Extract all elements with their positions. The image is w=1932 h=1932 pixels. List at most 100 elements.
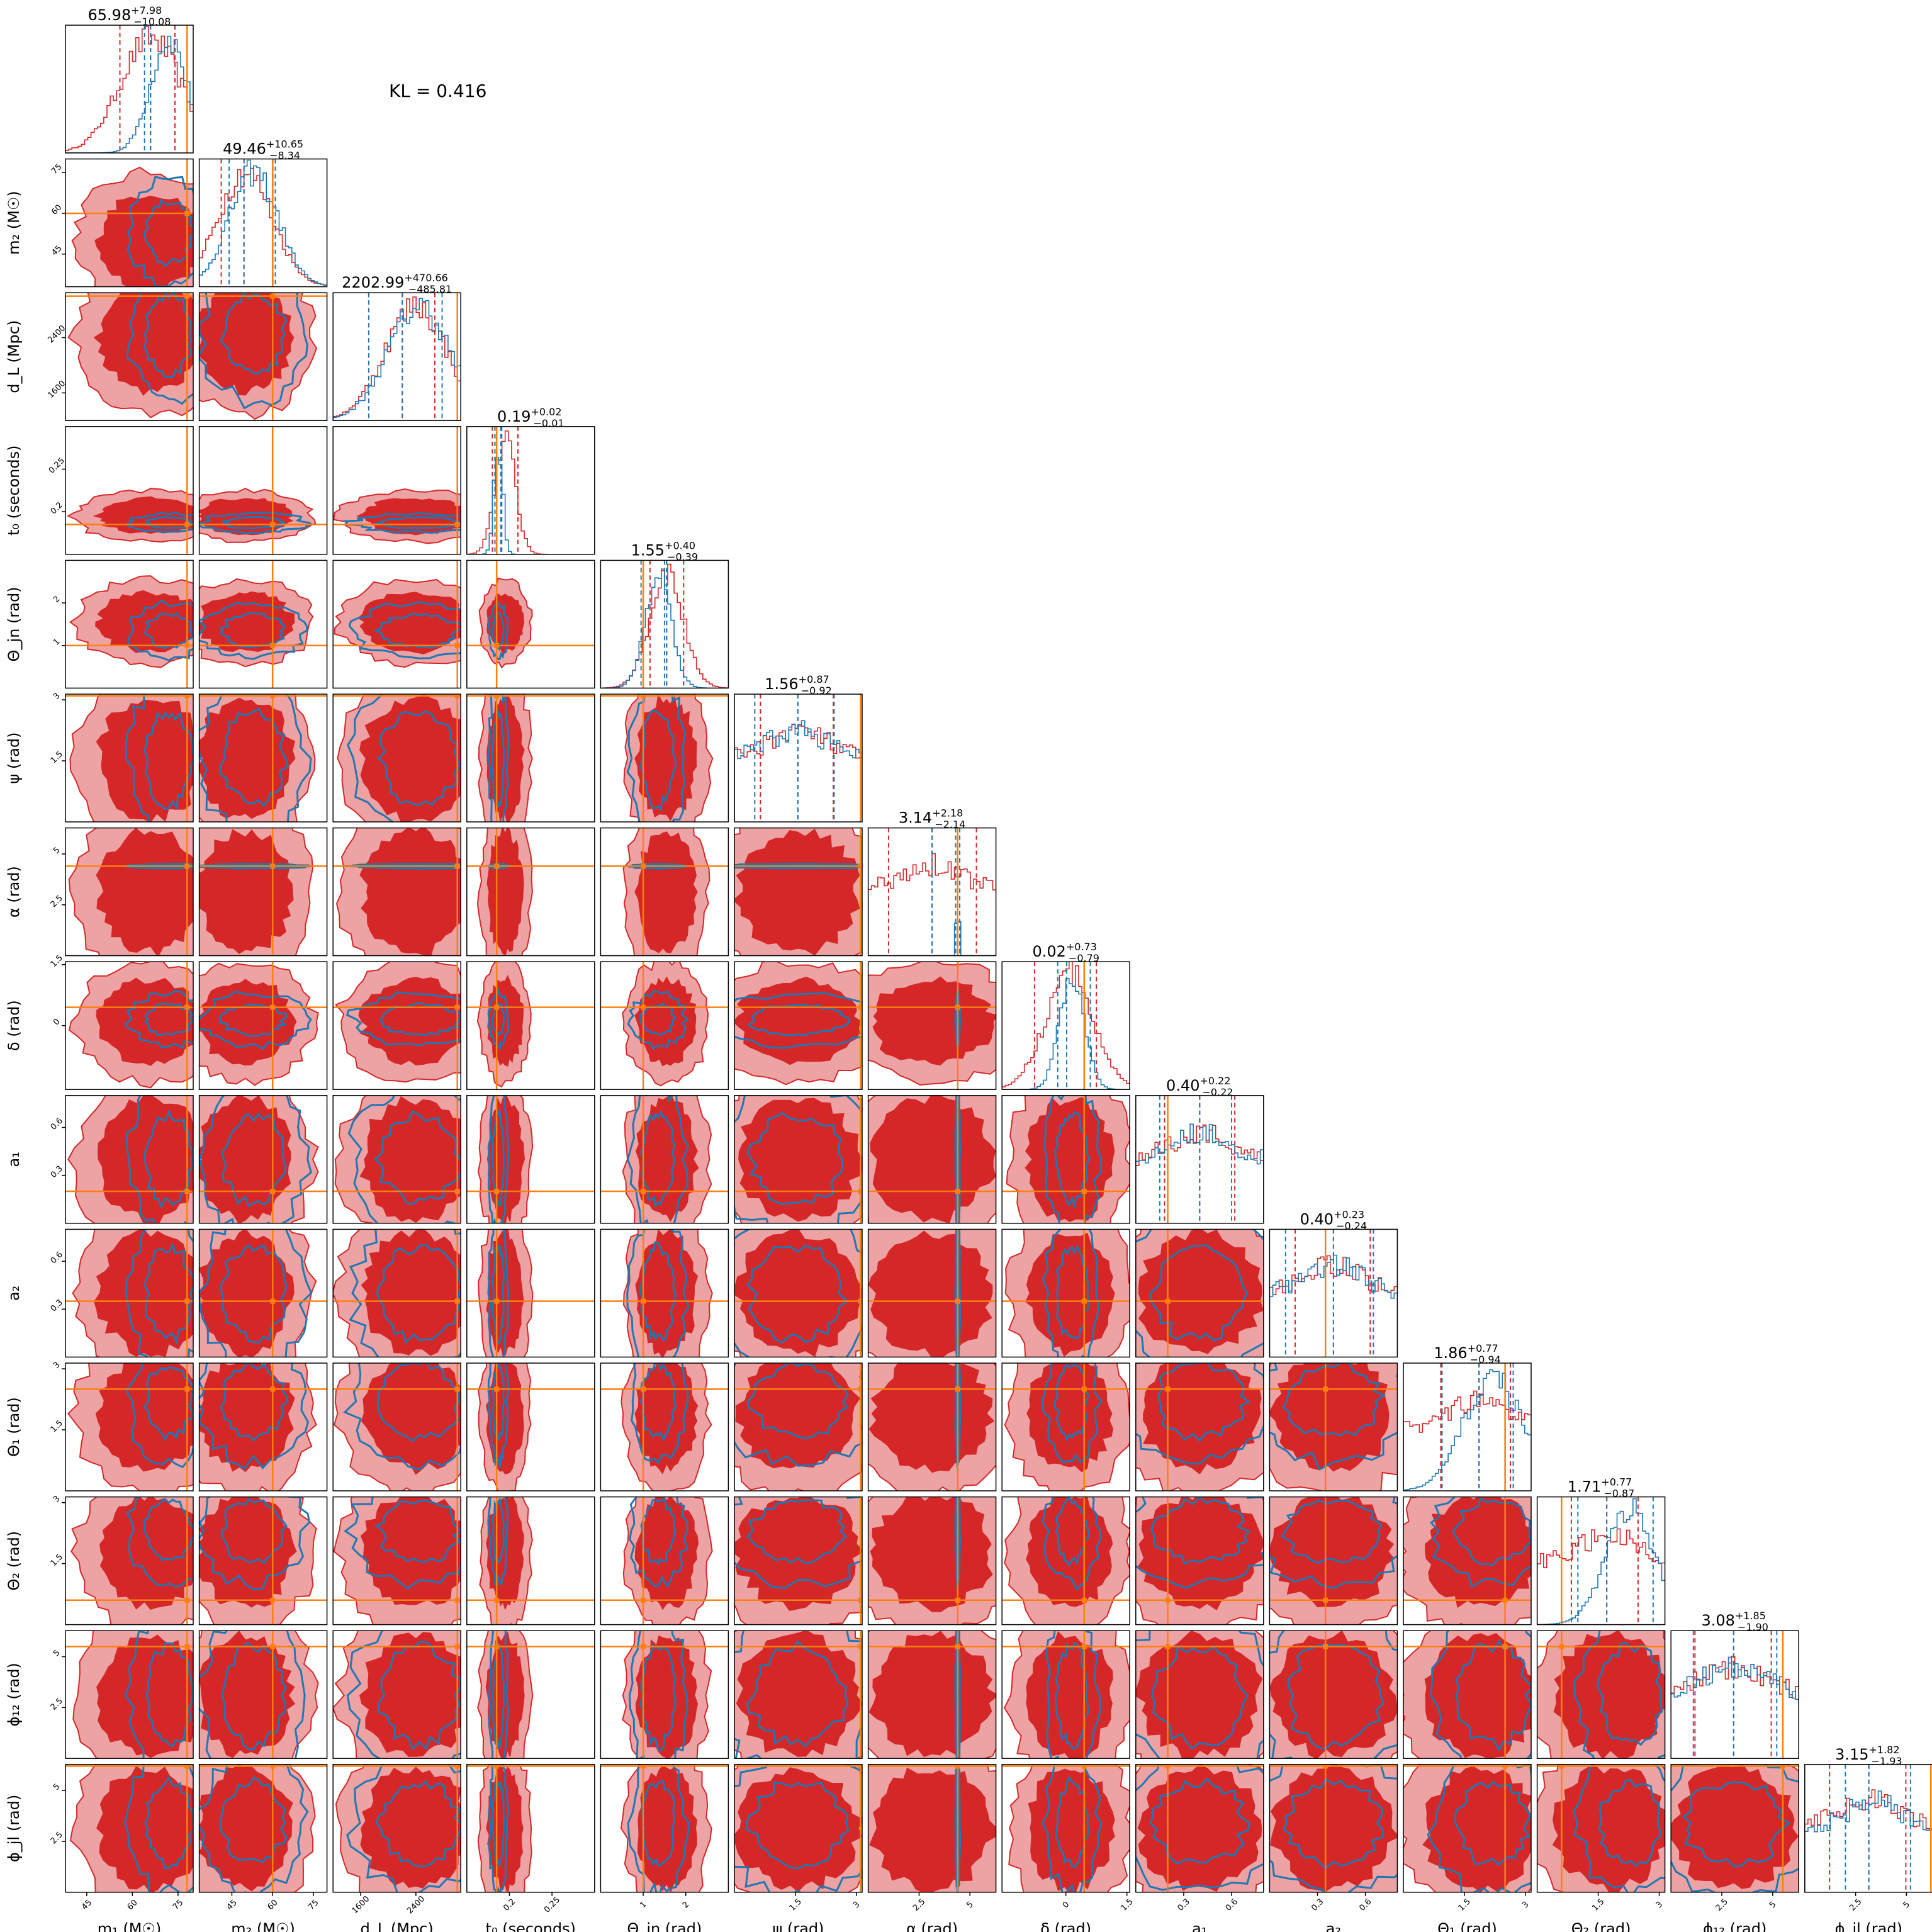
panel-m2-dL (198, 292, 328, 421)
x-tick-label: 75 (171, 1898, 185, 1912)
contour-blue-outer (199, 990, 312, 1050)
panel-frame (65, 694, 194, 823)
contour-red-inner (1269, 1631, 1398, 1759)
panel-t0-a1 (466, 1095, 595, 1224)
panel-dL-theta_jn (332, 559, 461, 689)
truth-marker (494, 1004, 500, 1010)
contour-blue-inner (220, 1498, 288, 1564)
contour-blue-inner (1682, 1781, 1791, 1868)
title-a1: 0.40+0.22 −0.22 (1166, 1075, 1233, 1098)
panel-a2-phi_jl: 0.3 0.6 a₂ (1269, 1764, 1398, 1932)
diag-panel-theta2: 1.71+0.77 −0.87 (1536, 1476, 1666, 1626)
panel-frame (734, 1228, 863, 1358)
contour-blue-inner (1287, 1643, 1384, 1750)
panel-frame (600, 1362, 729, 1491)
contour-blue-outer (626, 1229, 690, 1357)
x-tick-label: 0.6 (1224, 1897, 1240, 1913)
panel-frame (65, 1228, 194, 1358)
panel-a1-a2 (1135, 1228, 1264, 1358)
truth-marker (184, 643, 190, 648)
panel-t0-phi_jl: 0.2 0.25 t₀ (seconds) (466, 1764, 595, 1932)
title-m1: 65.98+7.98 −10.08 (88, 4, 171, 28)
x-tick-label: 0.3 (1176, 1897, 1192, 1913)
contour-blue-inner (376, 1244, 461, 1344)
contour-red-inner (96, 1765, 193, 1892)
panel-frame (734, 1764, 863, 1893)
contour-blue-outer (487, 599, 509, 661)
panel-frame (1670, 1764, 1799, 1893)
x-axis-label-a2: a₂ (1326, 1920, 1341, 1932)
contour-blue-outer (1135, 1764, 1264, 1891)
truth-marker (955, 1644, 960, 1649)
panel-alpha-theta2 (867, 1496, 997, 1626)
contour-blue-inner (639, 1363, 677, 1442)
panel-delta-a1 (1001, 1095, 1130, 1224)
truth-marker (454, 1004, 460, 1010)
y-tick-label: 1600 (46, 379, 67, 400)
panel-m1-theta2: 1.5 3 Θ₂ (rad) (5, 1494, 194, 1626)
panel-t0-delta (466, 961, 595, 1090)
contour-blue-inner (220, 293, 288, 375)
contour-blue-inner (1149, 1777, 1250, 1865)
contour-blue-inner (219, 707, 289, 807)
panel-frame (332, 1496, 461, 1626)
panel-psi-delta (734, 961, 863, 1090)
panel-dL-a2 (332, 1228, 461, 1358)
panel-frame (1804, 1764, 1932, 1893)
title-delta: 0.02+0.73 −0.79 (1032, 941, 1099, 964)
truth-marker (494, 1189, 500, 1194)
panel-a2-phi12 (1269, 1630, 1398, 1759)
panel-theta_jn-theta2 (600, 1496, 729, 1626)
diag-panel-a2: 0.40+0.23 −0.24 (1269, 1208, 1398, 1358)
title-alpha: 3.14+2.18 −2.14 (899, 807, 966, 831)
contour-blue-inner (746, 1363, 850, 1440)
panel-dL-phi12 (332, 1630, 461, 1759)
contour-blue-inner (1151, 1644, 1249, 1750)
x-tick-label: 3 (851, 1900, 862, 1910)
truth-marker (494, 1597, 500, 1603)
contour-blue-outer (1269, 1497, 1398, 1590)
hist-blue-theta2 (1537, 1498, 1665, 1625)
contour-blue-outer (199, 602, 308, 660)
panel-frame (1403, 1362, 1532, 1491)
panel-a1-phi_jl: 0.3 0.6 a₁ (1135, 1764, 1264, 1932)
hist-red-theta1 (1403, 1390, 1531, 1491)
contour-blue-outer (487, 987, 510, 1052)
x-axis-label-alpha: α (rad) (906, 1920, 958, 1932)
truth-marker (955, 1764, 960, 1769)
panel-a2-theta2 (1269, 1496, 1398, 1626)
panel-m2-a1 (198, 1095, 328, 1224)
panel-frame (1403, 1764, 1532, 1893)
truth-marker (1559, 1644, 1564, 1649)
contour-blue-inner (142, 515, 193, 530)
panel-frame (600, 961, 729, 1090)
truth-marker (494, 694, 500, 699)
y-tick-label: 1.5 (49, 1553, 65, 1568)
panel-dL-alpha (332, 827, 461, 957)
panel-m2-psi (198, 694, 328, 823)
panel-frame (65, 1764, 194, 1893)
contour-blue-outer (1430, 1497, 1531, 1588)
truth-marker (454, 1298, 460, 1304)
panel-psi-a2 (734, 1228, 863, 1358)
contour-red-inner (94, 1229, 193, 1357)
contour-red-inner (1671, 1764, 1799, 1889)
panel-psi-phi12 (734, 1630, 863, 1759)
contour-blue-inner (1452, 1497, 1531, 1566)
contour-blue-outer (199, 1497, 311, 1591)
x-axis-label-phi12: ϕ₁₂ (rad) (1703, 1920, 1766, 1932)
panel-psi-theta2 (734, 1496, 863, 1626)
x-tick-label: 45 (80, 1898, 94, 1912)
diag-panel-t0: 0.19+0.02 −0.01 (466, 406, 595, 555)
truth-marker (1502, 1764, 1508, 1769)
contour-red-inner (359, 694, 461, 822)
truth-marker (955, 1597, 960, 1603)
panel-frame (1269, 1496, 1398, 1626)
contour-blue-inner (377, 710, 461, 806)
panel-theta1-phi12 (1403, 1630, 1532, 1759)
y-tick-label: 2 (52, 595, 62, 605)
title-dL: 2202.99+470.66 −485.81 (342, 272, 452, 295)
y-tick-label: 5 (52, 1782, 62, 1792)
contour-blue-outer (626, 694, 687, 822)
panel-theta1-theta2 (1403, 1496, 1532, 1626)
